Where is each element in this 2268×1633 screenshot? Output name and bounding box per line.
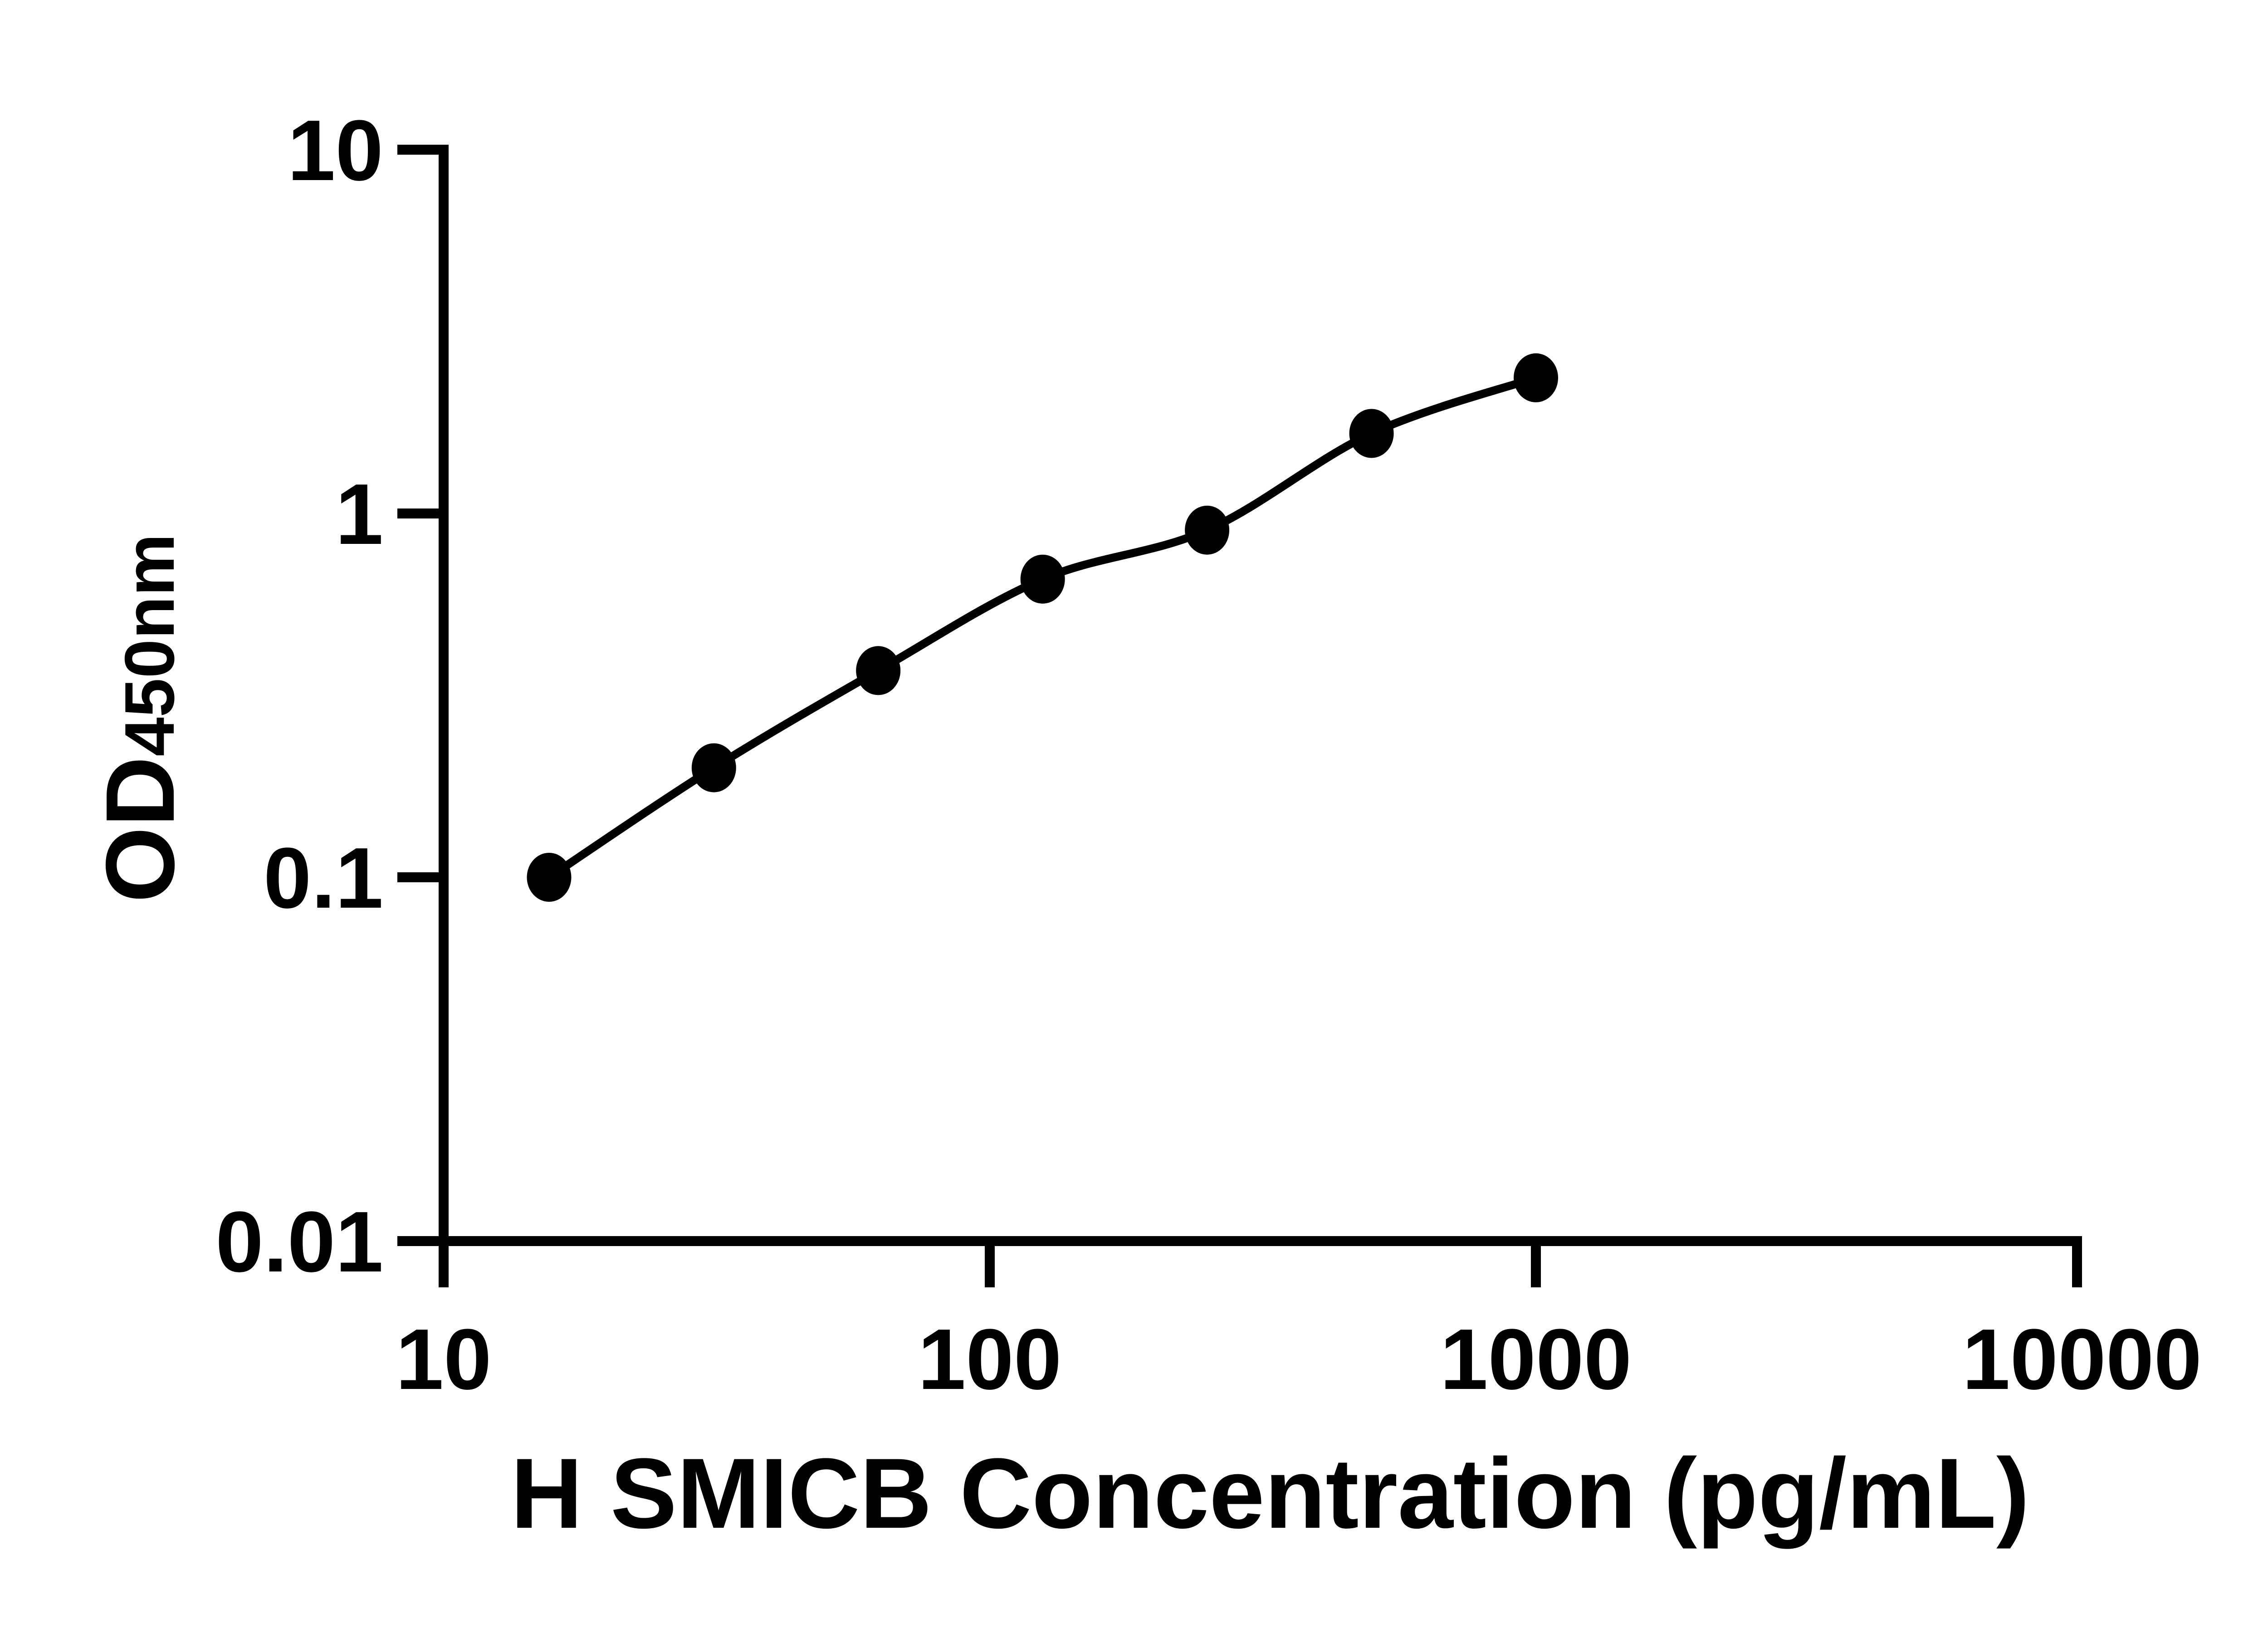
y-tick-label-1: 1 bbox=[335, 466, 383, 562]
data-point-500pgml bbox=[1349, 409, 1394, 458]
x-tick-label-100: 100 bbox=[918, 1311, 1061, 1408]
y-tick-label-0.01: 0.01 bbox=[215, 1194, 383, 1290]
x-tick-label-10000: 10000 bbox=[1962, 1311, 2202, 1408]
x-tick-label-1000: 1000 bbox=[1440, 1311, 1632, 1408]
data-point-1000pgml bbox=[1514, 353, 1558, 402]
y-tick-label-10: 10 bbox=[288, 103, 383, 199]
data-point-125pgml bbox=[1020, 554, 1065, 604]
data-point-62.5pgml bbox=[856, 646, 901, 695]
x-axis-title: H SMICB Concentration (pg/mL) bbox=[511, 1437, 2030, 1549]
data-series-layer bbox=[527, 353, 1558, 902]
y-axis-title-subscript: 450nm bbox=[110, 533, 189, 756]
data-point-15.6pgml bbox=[527, 853, 572, 902]
y-axis-title: OD450nm bbox=[85, 533, 195, 903]
x-tick-label-10: 10 bbox=[396, 1311, 491, 1408]
data-point-31.25pgml bbox=[691, 743, 736, 792]
y-tick-label-0.1: 0.1 bbox=[264, 830, 383, 926]
y-axis-title-main: OD bbox=[85, 757, 195, 903]
data-point-250pgml bbox=[1185, 505, 1230, 555]
